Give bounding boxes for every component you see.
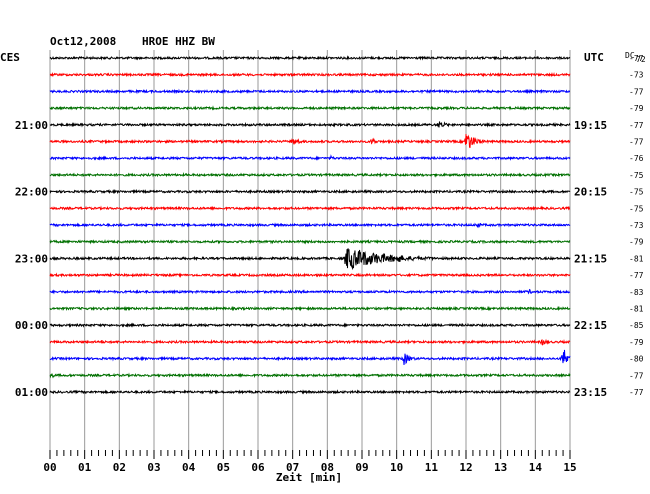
record-date: Oct12,2008 [50, 35, 116, 48]
trace-15 [49, 305, 571, 312]
right-time-labels: 19:15 20:15 21:15 22:15 23:15 [574, 119, 607, 399]
dc-offset-label: -77 [629, 271, 644, 280]
x-tick-label: 00 [43, 461, 56, 474]
right-time-label: 22:15 [574, 319, 607, 332]
x-tick-label: 11 [425, 461, 439, 474]
right-time-label: 20:15 [574, 186, 607, 199]
trace-10 [49, 222, 571, 229]
time-grid [49, 50, 571, 450]
dc-offset-label: -77 [629, 388, 644, 397]
trace-17 [49, 338, 571, 346]
trace-9 [49, 205, 571, 212]
dc-offset-label: -85 [629, 321, 644, 330]
x-tick-label: 04 [182, 461, 196, 474]
x-axis-title: Zeit [min] [276, 471, 342, 484]
right-time-label: 21:15 [574, 252, 607, 265]
x-axis: 00 01 02 03 04 05 06 07 08 09 10 11 12 13 14 15 [43, 450, 577, 474]
trace-6 [49, 154, 571, 161]
trace-3 [49, 105, 571, 111]
left-time-label: 01:00 [15, 386, 48, 399]
x-tick-label: 07 [286, 461, 299, 474]
dc-offset-labels: -77 -73 -77 -79 -77 -77 -76 -75 -75 -75 -73 -79 -81 -… [629, 54, 644, 397]
left-time-label: 22:00 [15, 186, 48, 199]
utc-label: UTC [584, 51, 604, 64]
dc-label: DC [625, 51, 635, 60]
dc-offset-label: -79 [629, 104, 644, 113]
right-time-label: 23:15 [574, 386, 607, 399]
right-time-label: 19:15 [574, 119, 607, 132]
left-time-labels: 21:00 22:00 23:00 00:00 01:00 [15, 119, 48, 399]
local-time-label: CES [0, 51, 20, 64]
x-tick-label: 05 [217, 461, 230, 474]
trace-14 [49, 288, 571, 295]
trace-20 [49, 389, 571, 395]
x-tick-label: 08 [321, 461, 334, 474]
dc-offset-label: -83 [629, 288, 644, 297]
dc-offset-label: -73 [629, 71, 644, 80]
station-name: HROE HHZ BW [142, 35, 215, 48]
x-tick-label: 14 [529, 461, 543, 474]
x-tick-label: 12 [459, 461, 472, 474]
trace-11 [49, 239, 571, 245]
trace-4 [49, 121, 571, 128]
x-tick-label: 06 [251, 461, 265, 474]
dc-offset-label: -75 [629, 188, 644, 197]
x-tick-label: 03 [147, 461, 160, 474]
dc-offset-label: -76 [629, 154, 644, 163]
dc-offset-label: -80 [629, 355, 644, 364]
trace-16 [49, 322, 571, 328]
dc-offset-label: -79 [629, 238, 644, 247]
left-time-label: 00:00 [15, 319, 48, 332]
left-time-label: 21:00 [15, 119, 48, 132]
trace-13 [49, 272, 571, 279]
trace-2 [49, 88, 570, 95]
trace-19 [49, 372, 571, 379]
x-tick-label: 13 [494, 461, 507, 474]
trace-5 [49, 133, 571, 149]
x-tick-label: 01 [78, 461, 92, 474]
dc-offset-label: -79 [629, 338, 644, 347]
trace-7 [49, 172, 571, 178]
dc-offset-label: -77 [629, 138, 644, 147]
trace-1 [49, 71, 571, 78]
dc-value: 72 [636, 55, 646, 64]
trace-8 [49, 188, 571, 195]
trace-12 [49, 248, 571, 271]
x-tick-label: 15 [563, 461, 576, 474]
dc-offset-label: -81 [629, 305, 644, 314]
dc-offset-label: -75 [629, 171, 644, 180]
left-time-label: 23:00 [15, 252, 48, 265]
dc-offset-label: -77 [629, 87, 644, 96]
dc-offset-label: -77 [629, 371, 644, 380]
x-tick-label: 09 [355, 461, 368, 474]
dc-offset-label: -73 [629, 221, 644, 230]
dc-offset-label: -77 [629, 54, 644, 63]
x-tick-label: 10 [390, 461, 403, 474]
dc-offset-label: -81 [629, 254, 644, 263]
trace-18 [49, 349, 571, 366]
dc-offset-label: -75 [629, 204, 644, 213]
x-tick-label: 02 [113, 461, 126, 474]
dc-offset-label: -77 [629, 121, 644, 130]
seismic-traces [49, 55, 571, 395]
trace-0 [49, 55, 571, 61]
